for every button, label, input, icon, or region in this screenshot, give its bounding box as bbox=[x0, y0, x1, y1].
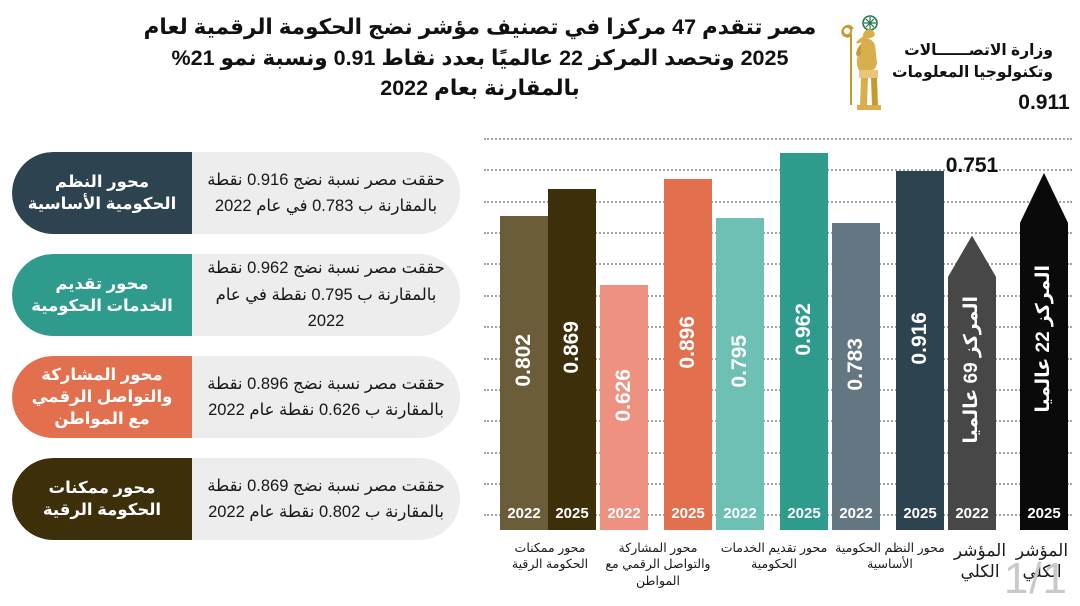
bar-group: 0.626 2022 bbox=[600, 138, 648, 530]
thoth-statue-icon bbox=[840, 13, 886, 111]
chart-bars: 0.911 المركز 22 عالميا 2025 0.751 المركز 69 … bbox=[484, 91, 1072, 530]
ministry-logo: وزارة الاتصــــــالات وتكنولوجيا المعلوم… bbox=[840, 8, 1070, 116]
page-title: مصر تتقدم 47 مركزا في تصنيف مؤشر نضج الح… bbox=[120, 12, 840, 104]
bar-value-label: 0.802 bbox=[512, 334, 535, 387]
bar[interactable]: 0.896 2025 bbox=[664, 178, 712, 530]
bar-year-label: 2025 bbox=[787, 505, 821, 522]
gridline bbox=[484, 294, 1072, 297]
bar-year-label: 2022 bbox=[723, 505, 757, 522]
legend-card-title: محور المشاركة والتواصل الرقمي مع المواطن bbox=[12, 356, 192, 438]
ministry-logo-line1: وزارة الاتصــــــالات bbox=[904, 41, 1053, 59]
bar-value-label: 0.783 bbox=[844, 337, 867, 391]
x-axis-label: محور تقديم الخدمات الحكومية bbox=[720, 541, 828, 572]
gridline bbox=[484, 451, 1072, 454]
bar-year-label: 2025 bbox=[1027, 505, 1061, 522]
bar-group: 0.896 2025 bbox=[664, 138, 712, 530]
legend-card-description: حققت مصر نسبة نضج 0.869 نقطة بالمقارنة ب… bbox=[207, 476, 445, 521]
headline-line-2: 2025 وتحصد المركز 22 عالميًا بعدد نقاط 0… bbox=[171, 45, 789, 70]
legend-card-description: حققت مصر نسبة نضج 0.916 نقطة بالمقارنة ب… bbox=[207, 170, 445, 215]
gridline bbox=[484, 420, 1072, 423]
headline-line-3: بالمقارنة بعام 2022 bbox=[380, 76, 580, 101]
bar[interactable]: المركز 22 عالميا 2025 bbox=[1020, 172, 1068, 530]
gridline bbox=[484, 232, 1072, 235]
bar[interactable]: المركز 69 عالميا 2022 bbox=[948, 235, 996, 530]
gridline bbox=[484, 326, 1072, 329]
legend-card[interactable]: محور تقديم الخدمات الحكومية حققت مصر نسب… bbox=[12, 254, 460, 336]
x-axis-label: المؤشر الكلي bbox=[1015, 541, 1069, 582]
bar-group: 0.795 2022 bbox=[716, 138, 764, 530]
bar[interactable]: 0.869 2025 bbox=[548, 189, 596, 530]
bar-year-label: 2025 bbox=[555, 505, 589, 522]
legend-card-title: محور النظم الحكومية الأساسية bbox=[12, 152, 192, 234]
bar-value-label: 0.795 bbox=[728, 335, 751, 388]
gridline bbox=[484, 482, 1072, 485]
legend-card[interactable]: محور المشاركة والتواصل الرقمي مع المواطن… bbox=[12, 356, 460, 438]
gridline bbox=[484, 388, 1072, 391]
bar-chart: 0.911 المركز 22 عالميا 2025 0.751 المركز 69 … bbox=[478, 91, 1076, 606]
bar-value-label: 0.896 bbox=[676, 315, 699, 369]
gridline bbox=[484, 514, 1072, 517]
bar-group: 0.911 المركز 22 عالميا 2025 bbox=[1018, 91, 1070, 530]
bar-year-label: 2022 bbox=[607, 505, 641, 522]
legend-card[interactable]: محور النظم الحكومية الأساسية حققت مصر نس… bbox=[12, 152, 460, 234]
bar-value-label: 0.962 bbox=[792, 302, 815, 356]
bar-group: 0.962 2025 bbox=[780, 138, 828, 530]
bar[interactable]: 0.916 2025 bbox=[896, 170, 944, 530]
bar-year-label: 2022 bbox=[955, 505, 989, 522]
x-axis-label: المؤشر الكلي bbox=[953, 541, 1007, 582]
legend-cards: محور النظم الحكومية الأساسية حققت مصر نس… bbox=[12, 152, 472, 572]
bar-group: 0.802 2022 bbox=[500, 138, 548, 530]
legend-card-description: حققت مصر نسبة نضج 0.896 نقطة بالمقارنة ب… bbox=[207, 374, 445, 419]
bar-year-label: 2022 bbox=[507, 505, 541, 522]
x-axis-label: محور المشاركة والتواصل الرقمي مع المواطن bbox=[605, 541, 711, 588]
bar[interactable]: 0.802 2022 bbox=[500, 215, 548, 530]
gridline bbox=[484, 263, 1072, 266]
bar-year-label: 2022 bbox=[839, 505, 873, 522]
bar-value-label: 0.911 bbox=[1018, 90, 1070, 114]
ministry-logo-line2: وتكنولوجيا المعلومات bbox=[892, 64, 1053, 81]
x-axis-label: محور النظم الحكومية الأساسية bbox=[835, 541, 945, 572]
bar[interactable]: 0.962 2025 bbox=[780, 152, 828, 530]
header: مصر تتقدم 47 مركزا في تصنيف مؤشر نضج الح… bbox=[0, 0, 1080, 126]
bar-group: 0.783 2022 bbox=[832, 138, 880, 530]
bar-rank-label: المركز 69 عالميا bbox=[961, 296, 982, 445]
legend-card-description: حققت مصر نسبة نضج 0.962 نقطة بالمقارنة ب… bbox=[207, 259, 445, 331]
bar-value-label: 0.916 bbox=[908, 311, 931, 365]
x-axis-label: محور ممكنات الحكومة الرقية bbox=[511, 541, 589, 572]
chart-plot-area: 0.911 المركز 22 عالميا 2025 0.751 المركز 69 … bbox=[484, 91, 1072, 530]
bar-group: 0.751 المركز 69 عالميا 2022 bbox=[946, 138, 998, 530]
bar-rank-label: المركز 22 عالميا bbox=[1033, 265, 1054, 413]
bar-value-label: 0.751 bbox=[945, 153, 999, 177]
headline-line-1: مصر تتقدم 47 مركزا في تصنيف مؤشر نضج الح… bbox=[143, 15, 817, 39]
bar-value-label: 0.626 bbox=[612, 368, 635, 422]
gridline bbox=[484, 138, 1072, 140]
legend-card[interactable]: محور ممكنات الحكومة الرقية حققت مصر نسبة… bbox=[12, 458, 460, 540]
bar-group: 0.916 2025 bbox=[896, 138, 944, 530]
gridline bbox=[484, 200, 1072, 203]
bar-group: 0.869 2025 bbox=[548, 138, 596, 530]
bar[interactable]: 0.626 2022 bbox=[600, 284, 648, 530]
bar[interactable]: 0.783 2022 bbox=[832, 223, 880, 530]
bar-value-label: 0.869 bbox=[560, 320, 583, 374]
bar-year-label: 2025 bbox=[903, 505, 937, 522]
legend-card-title: محور ممكنات الحكومة الرقية bbox=[12, 458, 192, 540]
bar-year-label: 2025 bbox=[671, 505, 705, 522]
bar[interactable]: 0.795 2022 bbox=[716, 218, 764, 530]
gridline bbox=[484, 169, 1072, 172]
ministry-logo-text: وزارة الاتصــــــالات وتكنولوجيا المعلوم… bbox=[892, 40, 1053, 85]
legend-card-title: محور تقديم الخدمات الحكومية bbox=[12, 254, 192, 336]
gridline bbox=[484, 357, 1072, 360]
chart-x-axis: المؤشر الكلي المؤشر الكلي محور النظم الحكو… bbox=[484, 534, 1072, 604]
